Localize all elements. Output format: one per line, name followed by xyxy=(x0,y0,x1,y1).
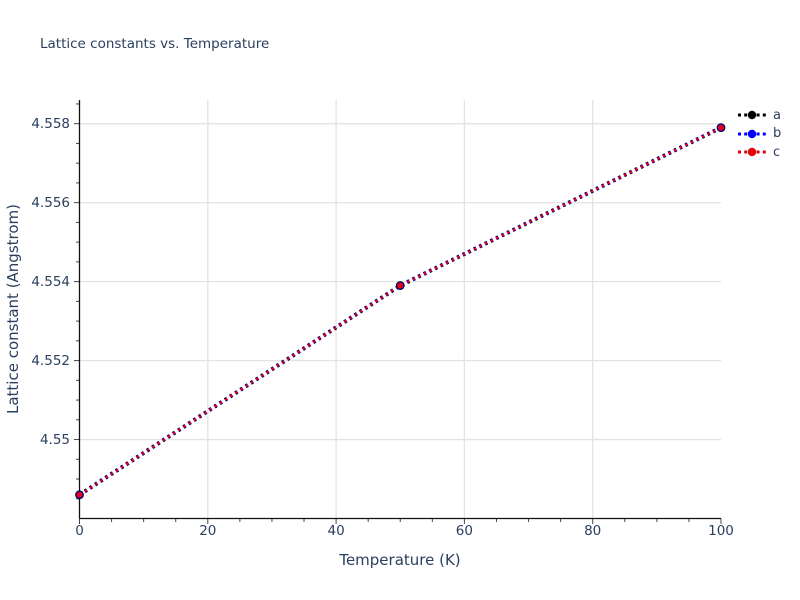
legend-item-c[interactable]: c xyxy=(737,143,781,162)
data-point-c[interactable] xyxy=(718,124,724,131)
tick-marks xyxy=(74,103,722,524)
y-tick-label: 4.558 xyxy=(31,115,70,132)
series-lines xyxy=(78,125,722,497)
x-tick-label: 100 xyxy=(708,523,734,539)
legend-sample-c xyxy=(738,148,766,157)
x-tick-label: 60 xyxy=(455,523,473,539)
series-line-c xyxy=(78,126,722,496)
y-tick-label: 4.556 xyxy=(31,194,70,211)
legend-item-b[interactable]: b xyxy=(737,125,781,144)
legend-marker xyxy=(747,129,757,138)
y-tick-label: 4.554 xyxy=(31,273,70,290)
y-axis-title: Lattice constant (Angstrom) xyxy=(4,203,22,415)
legend-label: c xyxy=(773,144,781,160)
legend-marker xyxy=(747,148,757,157)
data-point-c[interactable] xyxy=(397,282,404,289)
legend-sample-a xyxy=(738,111,766,120)
x-axis-title: Temperature (K) xyxy=(339,551,461,569)
x-tick-label: 0 xyxy=(75,523,84,539)
y-tick-label: 4.55 xyxy=(39,431,70,448)
legend-item-a[interactable]: a xyxy=(737,106,781,125)
data-point-c[interactable] xyxy=(76,491,83,498)
legend-sample-b xyxy=(738,129,766,138)
series-markers xyxy=(75,123,726,500)
legend-label: b xyxy=(773,126,782,142)
x-tick-label: 80 xyxy=(584,523,602,539)
legend-marker xyxy=(747,111,757,120)
x-tick-label: 20 xyxy=(199,523,217,539)
chart-title: Lattice constants vs. Temperature xyxy=(40,36,270,52)
legend-label: a xyxy=(773,107,781,123)
y-tick-label: 4.552 xyxy=(31,352,70,369)
x-tick-label: 40 xyxy=(327,523,345,539)
gridlines xyxy=(79,100,721,519)
